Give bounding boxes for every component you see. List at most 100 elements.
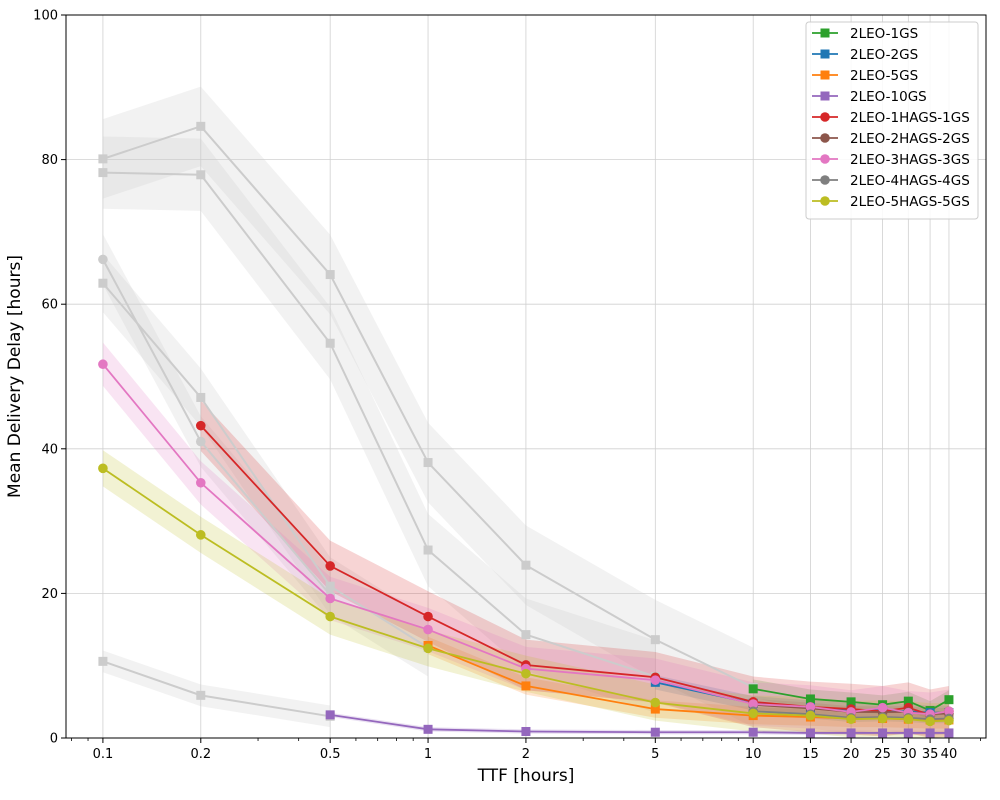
x-tick-label: 5 (651, 747, 659, 762)
background-series-band (102, 254, 429, 677)
series-point (903, 714, 914, 725)
background-series-point (423, 545, 433, 555)
x-tick-label: 2 (522, 747, 530, 762)
y-tick-label: 60 (41, 298, 58, 313)
background-series-band (102, 234, 331, 621)
x-tick-label: 40 (941, 747, 958, 762)
series-point (650, 727, 660, 737)
legend-label: 2LEO-1GS (850, 26, 918, 42)
series-band (102, 342, 949, 736)
series-point (944, 715, 954, 726)
x-tick-label: 10 (745, 747, 762, 762)
x-tick-label: 0.2 (190, 747, 211, 762)
background-series-point (423, 458, 433, 468)
legend-label: 2LEO-10GS (850, 89, 927, 105)
legend-label: 2LEO-5HAGS-5GS (850, 194, 970, 210)
series-point (748, 684, 758, 694)
series-point (878, 728, 888, 738)
series-point (903, 728, 913, 738)
background-series-point (325, 270, 335, 280)
background-series-band (102, 650, 331, 728)
background-series-point (325, 338, 335, 348)
background-series-point (196, 170, 206, 180)
series-point (805, 694, 815, 704)
x-tick-label: 0.5 (320, 747, 341, 762)
background-series-line (102, 171, 656, 678)
x-tick-label: 25 (874, 747, 891, 762)
x-tick-label: 0.1 (93, 747, 114, 762)
legend-marker (820, 133, 830, 143)
series-point (805, 710, 816, 721)
background-series-band (102, 86, 754, 728)
series-point (877, 713, 888, 724)
x-tick-label: 35 (922, 747, 939, 762)
series-point (925, 728, 935, 738)
series-point (805, 728, 815, 738)
legend-label: 2LEO-2HAGS-2GS (850, 131, 970, 147)
x-tick-label: 15 (802, 747, 819, 762)
series-point (195, 420, 206, 431)
legend: 2LEO-1GS 2LEO-2GS 2LEO-5GS 2LEO-10GS 2LEO-1H… (805, 21, 979, 220)
series-point (846, 697, 856, 707)
series-band (330, 712, 949, 736)
legend-marker (820, 154, 830, 164)
legend-marker (820, 175, 830, 185)
y-tick-label: 0 (50, 732, 58, 747)
background-series-point (98, 656, 108, 666)
background-series-point (196, 121, 206, 131)
series-point (877, 702, 888, 713)
series-point (325, 710, 335, 720)
series-point (846, 728, 856, 738)
series-point (423, 624, 433, 635)
background-series-point (98, 278, 108, 288)
background-series-point (650, 635, 660, 645)
y-tick-label: 100 (33, 9, 58, 24)
series-point (650, 704, 660, 714)
series-point (748, 727, 758, 737)
series-point (805, 702, 816, 712)
series-point (944, 706, 954, 717)
x-axis-label: TTF [hours] (477, 766, 575, 786)
series-point (325, 593, 335, 604)
y-tick-label: 80 (41, 153, 58, 168)
x-tick-label: 1 (424, 747, 432, 762)
series-point (944, 728, 954, 738)
x-tick-label: 30 (900, 747, 917, 762)
y-tick-label: 20 (41, 587, 58, 602)
legend-marker (820, 91, 830, 101)
series-point (521, 668, 531, 679)
legend-marker (820, 28, 830, 38)
background-series-point (98, 168, 108, 178)
series-point (521, 726, 531, 736)
y-axis-label: Mean Delivery Delay [hours] (5, 255, 25, 498)
legend-label: 2LEO-2GS (850, 47, 918, 63)
series-point (423, 643, 433, 654)
legend-label: 2LEO-5GS (850, 68, 918, 84)
legend-label: 2LEO-3HAGS-3GS (850, 152, 970, 168)
series-point (650, 675, 661, 685)
background-series-point (325, 581, 335, 591)
background-series-band (102, 136, 656, 713)
series-point (325, 611, 335, 622)
background-series-point (98, 154, 108, 164)
series-point (195, 477, 206, 488)
marker-layer (98, 359, 954, 738)
x-tick-label: 20 (843, 747, 860, 762)
series-point (846, 714, 856, 725)
series-point (423, 724, 433, 734)
legend-box (805, 21, 979, 220)
series-point (325, 561, 335, 571)
background-series-point (196, 690, 206, 700)
series-point (748, 708, 758, 719)
legend-label: 2LEO-1HAGS-1GS (850, 110, 970, 126)
background-series-point (98, 254, 108, 265)
y-tick-label: 40 (41, 442, 58, 457)
background-series-point (521, 630, 531, 640)
series-point (925, 716, 935, 727)
series-point (98, 359, 108, 370)
background-series-point (196, 392, 206, 402)
legend-marker (820, 112, 830, 122)
legend-marker (820, 196, 830, 206)
series-point (98, 463, 108, 474)
